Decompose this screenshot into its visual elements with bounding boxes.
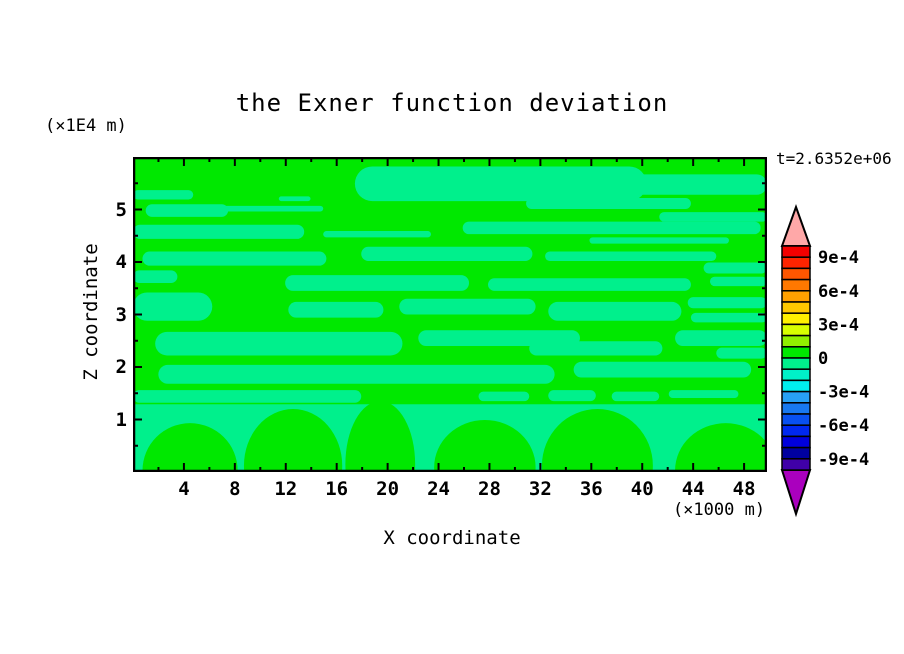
negative-contour-band bbox=[703, 262, 767, 274]
colorbar-tick-label: -6e-4 bbox=[818, 416, 869, 436]
x-tick-label: 36 bbox=[579, 478, 603, 500]
negative-contour-band bbox=[133, 270, 178, 283]
colorbar-segment bbox=[781, 458, 811, 471]
positive-contour-blob bbox=[345, 401, 416, 472]
colorbar-segment bbox=[781, 379, 811, 393]
negative-contour-band bbox=[481, 174, 767, 195]
positive-contour-blob bbox=[243, 409, 343, 472]
x-axis-title: X coordinate bbox=[383, 527, 521, 549]
negative-contour-band bbox=[589, 237, 729, 244]
colorbar-segment bbox=[781, 267, 811, 281]
x-tick-label: 20 bbox=[376, 478, 400, 500]
colorbar-segment bbox=[781, 402, 811, 415]
positive-contour-blob bbox=[142, 423, 238, 472]
negative-contour-band bbox=[142, 251, 327, 266]
negative-contour-band bbox=[361, 246, 533, 261]
colorbar-tick-label: -3e-4 bbox=[818, 383, 869, 403]
negative-contour-band bbox=[133, 390, 362, 403]
colorbar-segment bbox=[781, 301, 811, 314]
x-tick-label: 28 bbox=[478, 478, 501, 500]
colorbar-segment bbox=[781, 334, 811, 348]
negative-contour-band bbox=[155, 331, 403, 356]
colorbar-over-arrow bbox=[780, 204, 812, 247]
colorbar-tick-label: -9e-4 bbox=[818, 450, 869, 470]
colorbar-tick-label: 6e-4 bbox=[818, 282, 859, 302]
x-tick-label: 24 bbox=[427, 478, 450, 500]
negative-contour-band bbox=[548, 390, 596, 402]
colorbar-tick-label: 0 bbox=[818, 349, 828, 369]
negative-contour-band bbox=[668, 390, 739, 398]
negative-contour-band bbox=[488, 278, 691, 291]
negative-contour-band bbox=[278, 196, 311, 202]
colorbar-segment bbox=[781, 323, 811, 337]
negative-contour-band bbox=[462, 221, 761, 235]
y-tick-label: 1 bbox=[115, 408, 127, 431]
negative-contour-band bbox=[133, 224, 305, 239]
negative-contour-band bbox=[611, 391, 660, 402]
colorbar-tick-label: 3e-4 bbox=[818, 315, 859, 335]
negative-contour-band bbox=[215, 205, 324, 212]
y-axis-title: Z coordinate bbox=[80, 243, 102, 381]
x-tick-label: 12 bbox=[274, 478, 298, 500]
colorbar-tick-label: 9e-4 bbox=[818, 248, 859, 268]
plot-border bbox=[133, 157, 767, 472]
colorbar-segment bbox=[781, 390, 811, 404]
x-tick-label: 4 bbox=[178, 478, 190, 500]
negative-contour-band bbox=[323, 231, 431, 238]
negative-contour-band bbox=[548, 301, 682, 321]
negative-contour-band bbox=[573, 361, 752, 378]
negative-contour-band bbox=[288, 301, 384, 318]
x-tick-label: 16 bbox=[325, 478, 349, 500]
x-tick-label: 40 bbox=[630, 478, 654, 500]
colorbar-legend: 9e-4 6e-4 3e-4 0 -3e-4 -6e-4 -9e-4 bbox=[780, 204, 869, 518]
negative-contour-band bbox=[526, 197, 691, 209]
colorbar-segment bbox=[781, 413, 811, 426]
negative-contour-band bbox=[158, 364, 555, 384]
colorbar-segment bbox=[781, 424, 811, 438]
negative-contour-band bbox=[145, 204, 229, 217]
colorbar-segment bbox=[781, 256, 811, 270]
colorbar-segment bbox=[781, 357, 811, 370]
positive-contour-blob bbox=[541, 409, 653, 472]
x-tick-label: 32 bbox=[528, 478, 552, 500]
negative-contour-band bbox=[690, 312, 767, 323]
negative-contour-band bbox=[687, 297, 767, 309]
positive-contour-blob bbox=[675, 423, 767, 472]
x-tick-label: 44 bbox=[681, 478, 705, 500]
colorbar-segment bbox=[781, 278, 811, 292]
colorbar-segment bbox=[781, 368, 811, 382]
chart-title: the Exner function deviation bbox=[235, 89, 669, 117]
colorbar-segment bbox=[781, 312, 811, 326]
y-axis-unit-label: (×1E4 m) bbox=[45, 116, 127, 136]
contour-plot-canvas bbox=[133, 157, 767, 472]
negative-contour-band bbox=[133, 292, 213, 321]
positive-contour-blob bbox=[434, 420, 536, 472]
colorbar-segment bbox=[781, 346, 811, 359]
y-tick-label: 4 bbox=[115, 251, 127, 273]
x-axis-unit-label: (×1000 m) bbox=[672, 500, 766, 520]
colorbar-segment bbox=[781, 446, 811, 460]
negative-contour-band bbox=[659, 212, 767, 222]
colorbar-segment bbox=[781, 245, 811, 258]
y-tick-label: 3 bbox=[115, 303, 127, 326]
negative-contour-band bbox=[478, 391, 530, 402]
colorbar-segment bbox=[781, 290, 811, 303]
y-tick-label: 5 bbox=[115, 198, 127, 221]
x-tick-label: 8 bbox=[229, 478, 241, 500]
negative-contour-band bbox=[716, 347, 767, 359]
y-tick-label: 2 bbox=[115, 356, 127, 378]
negative-contour-band bbox=[133, 190, 194, 200]
negative-contour-band bbox=[285, 275, 470, 291]
negative-contour-band bbox=[709, 276, 767, 287]
negative-contour-band bbox=[399, 298, 536, 315]
negative-contour-band bbox=[545, 251, 717, 261]
time-stamp-label: t=2.6352e+06 bbox=[776, 149, 892, 168]
colorbar-segment bbox=[781, 435, 811, 449]
negative-contour-band bbox=[529, 341, 663, 356]
negative-contour-band bbox=[675, 330, 767, 346]
x-tick-label: 48 bbox=[732, 478, 756, 500]
